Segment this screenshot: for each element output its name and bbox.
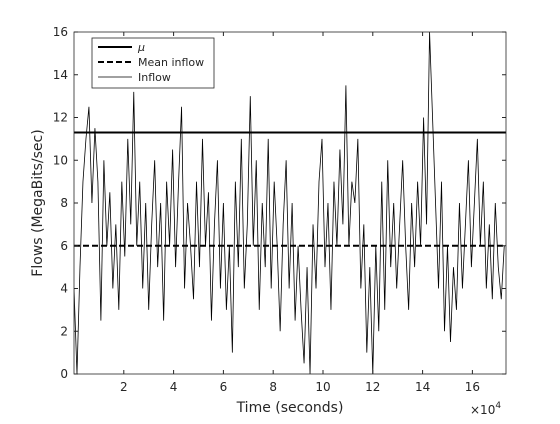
line-series bbox=[74, 32, 505, 374]
x-tick-label: 16 bbox=[465, 380, 480, 394]
legend-label: Mean inflow bbox=[138, 56, 204, 69]
x-tick-label: 2 bbox=[120, 380, 128, 394]
y-tick-label: 0 bbox=[60, 367, 68, 381]
x-tick-label: 10 bbox=[315, 380, 330, 394]
y-tick-label: 4 bbox=[60, 282, 68, 296]
x-tick-label: 6 bbox=[220, 380, 228, 394]
y-tick-label: 10 bbox=[53, 153, 68, 167]
x-tick-label: 4 bbox=[170, 380, 178, 394]
y-tick-label: 12 bbox=[53, 111, 68, 125]
x-multiplier: ×104 bbox=[470, 401, 501, 417]
x-multiplier-base: ×10 bbox=[470, 403, 495, 417]
y-tick-label: 8 bbox=[60, 196, 68, 210]
x-multiplier-exponent: 4 bbox=[495, 401, 501, 411]
x-axis-label: Time (seconds) bbox=[236, 400, 344, 416]
y-tick-label: 6 bbox=[60, 239, 68, 253]
y-tick-label: 14 bbox=[53, 68, 68, 82]
y-axis-label: Flows (MegaBits/sec) bbox=[30, 129, 46, 276]
legend-label: Inflow bbox=[138, 71, 171, 84]
legend-label: μ bbox=[137, 41, 145, 54]
y-tick-label: 16 bbox=[53, 25, 68, 39]
x-tick-label: 14 bbox=[415, 380, 430, 394]
x-tick-label: 12 bbox=[365, 380, 380, 394]
x-tick-label: 8 bbox=[269, 380, 277, 394]
y-tick-label: 2 bbox=[60, 324, 68, 338]
